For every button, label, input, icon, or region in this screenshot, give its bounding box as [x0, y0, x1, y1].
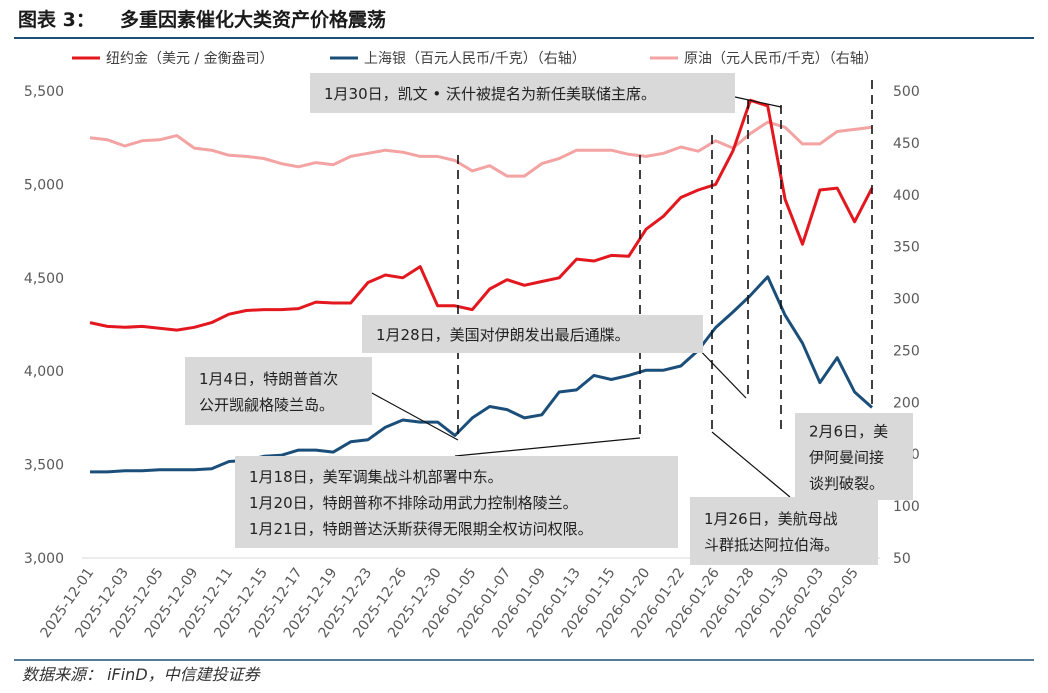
- y-tick-label: 5,000: [24, 177, 64, 193]
- y-tick-label: 3,000: [24, 551, 64, 567]
- chart-title: 多重因素催化大类资产价格震荡: [120, 8, 386, 31]
- figure-label: 图表 3：: [18, 8, 95, 31]
- connectors: [369, 96, 791, 498]
- y2-tick-label: 300: [893, 292, 920, 308]
- series-line: [89, 120, 873, 178]
- annotation-text: 1月18日，美军调集战斗机部署中东。: [249, 468, 503, 486]
- annotation-text: 斗群抵达阿拉伯海。: [704, 536, 839, 554]
- annotation-text: 公开觊觎格陵兰岛。: [199, 396, 334, 414]
- annotation-text: 1月26日，美航母战: [704, 510, 838, 528]
- connector: [369, 391, 459, 441]
- y-tick-label: 5,500: [24, 84, 64, 100]
- y2-tick-label: 200: [893, 395, 920, 411]
- annotation-text: 1月21日，特朗普达沃斯获得无限期全权访问权限。: [249, 520, 593, 538]
- annotation-box: [795, 413, 913, 500]
- y2-tick-label: 400: [893, 188, 920, 204]
- event-markers: [457, 80, 873, 440]
- y-tick-label: 4,500: [24, 271, 64, 287]
- annotation-box: [690, 497, 878, 565]
- y2-tick-label: 500: [893, 84, 920, 100]
- y2-tick-label: 250: [893, 343, 920, 359]
- y2-tick-label: 100: [893, 499, 920, 515]
- series-line: [89, 98, 874, 332]
- legend-label: 原油（元人民币/千克）（右轴）: [684, 51, 878, 67]
- annotation-text: 2月6日，美: [809, 423, 888, 441]
- annotation-text: 1月4日，特朗普首次: [199, 370, 338, 388]
- legend-label: 上海银（百元人民币/千克）（右轴）: [364, 51, 586, 67]
- annotation-text: 1月30日，凯文 • 沃什被提名为新任美联储主席。: [324, 85, 656, 103]
- connector: [454, 437, 641, 457]
- annotation-text: 1月20日，特朗普称不排除动用武力控制格陵兰。: [249, 494, 578, 512]
- annotation-box: [185, 357, 372, 425]
- annotation-box: [362, 315, 703, 353]
- y-tick-label: 3,500: [24, 458, 64, 474]
- connector: [711, 431, 791, 498]
- series-line: [90, 275, 873, 474]
- annotation-box: [235, 456, 678, 548]
- annotation-box: [310, 73, 735, 113]
- y2-tick-label: 350: [893, 240, 920, 256]
- y2-tick-label: 50: [893, 551, 911, 567]
- y-tick-label: 4,000: [24, 364, 64, 380]
- legend-label: 纽约金（美元 / 金衡盎司）: [106, 51, 274, 67]
- y2-tick-label: 450: [893, 136, 920, 152]
- annotation-text: 1月28日，美国对伊朗发出最后通牒。: [376, 326, 630, 344]
- annotation-text: 伊阿曼间接: [809, 449, 884, 467]
- connector: [734, 96, 782, 108]
- annotation-text: 谈判破裂。: [809, 475, 884, 493]
- source: 数据来源： iFinD，中信建投证券: [22, 665, 262, 684]
